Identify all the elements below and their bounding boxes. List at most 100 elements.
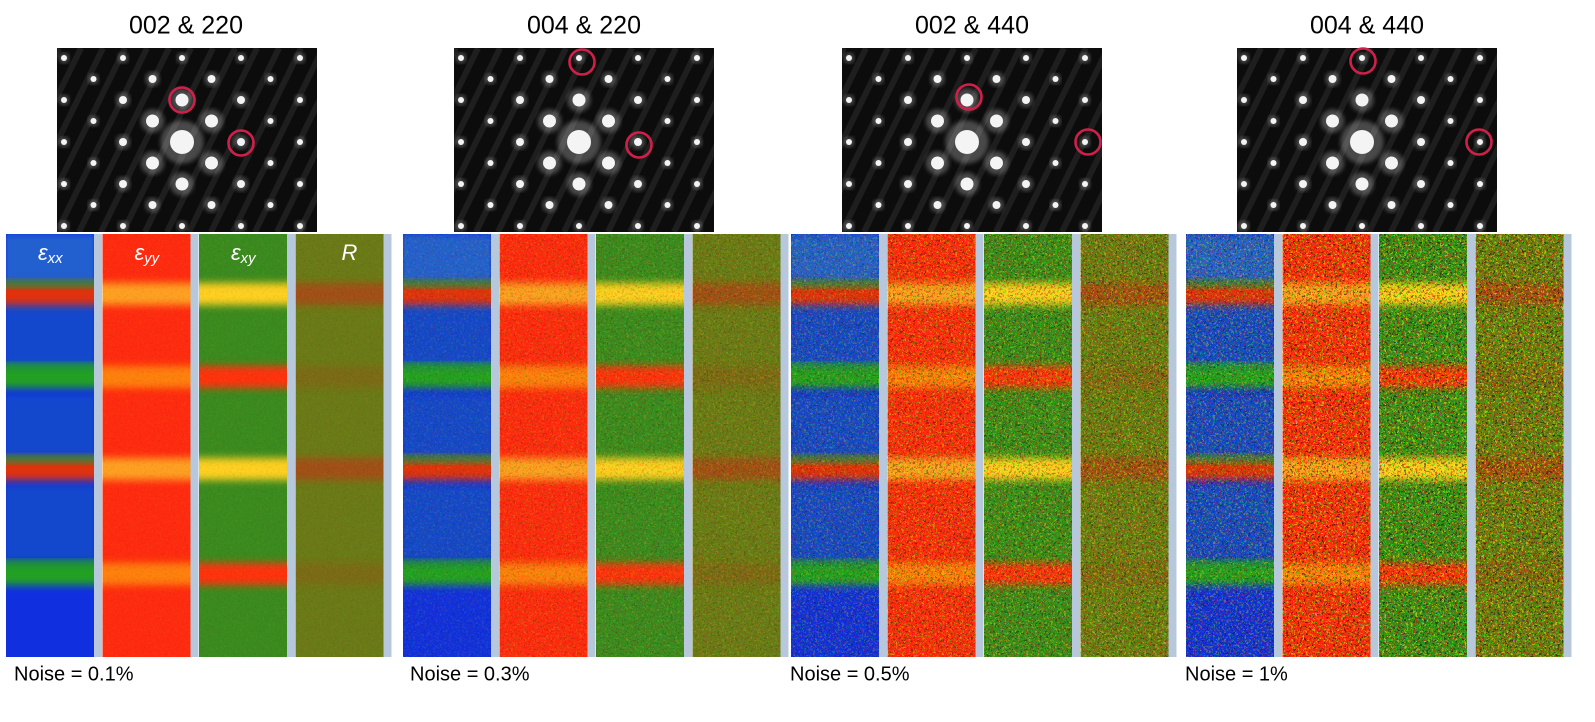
spot [297,55,303,61]
spot [1022,96,1030,104]
streak [57,48,62,59]
spot [205,114,218,128]
streak [1388,48,1484,232]
spot [931,114,944,128]
spot [604,201,613,209]
map-noise [791,234,879,657]
streak [1454,143,1497,232]
spot [545,201,554,209]
spot [487,160,494,166]
map-band [6,283,94,305]
spot [543,114,556,128]
spot [964,223,970,229]
spot [1241,139,1247,145]
streak [710,48,800,232]
spot [1447,76,1454,82]
streak [230,53,317,232]
streak [57,48,106,149]
map-label-subscript: xy [240,250,258,267]
spot [1270,202,1277,208]
map-noise [984,234,1072,657]
spot [119,180,127,188]
streak [605,48,701,232]
diffraction-pattern [1237,48,1497,232]
streak [583,48,679,232]
spot [664,202,671,208]
noise-label: Noise = 0.5% [790,663,910,685]
map-region [6,234,94,284]
streak [1344,48,1440,232]
streak [671,143,714,232]
spot [634,96,642,104]
spot [694,97,700,103]
map-noise [403,234,491,657]
streak [454,48,547,232]
streak [495,48,591,232]
spot [905,55,911,61]
spot [297,223,303,229]
streak [993,48,1089,232]
strain-map [984,234,1072,657]
spot [146,114,159,128]
map-label: εyy [135,240,161,267]
spot [846,139,852,145]
spot [1299,96,1307,104]
map-label-symbol: ε [38,240,48,265]
strain-map [1475,234,1564,657]
spot [1270,118,1277,124]
streak [1081,188,1102,232]
spot [992,75,1001,83]
map-band [6,366,94,388]
spot [664,160,671,166]
spot [1418,223,1424,229]
streak [344,48,434,232]
spot [238,223,244,229]
streak [842,48,935,232]
streak [454,48,503,149]
spot [846,97,852,103]
spot [458,223,464,229]
noise-label: Noise = 0.1% [14,663,134,685]
streak [57,48,150,232]
spot [516,180,524,188]
streak [1015,53,1102,232]
map-separator [1370,234,1379,657]
streak [1237,48,1308,194]
spot [694,139,700,145]
spot [146,156,159,170]
map-band [6,458,94,480]
spot [175,177,189,191]
spot [1417,138,1425,146]
spot [904,138,912,146]
spot [964,55,970,61]
map-separator [383,234,392,657]
spot [1385,114,1398,128]
panel-title: 004 & 220 [527,12,641,40]
spot [1023,223,1029,229]
spot [1417,96,1425,104]
noise-label: Noise = 1% [1185,663,1288,685]
spot [572,93,586,107]
spot [1418,55,1424,61]
spot [170,130,194,154]
spot [1385,156,1398,170]
spot [1477,223,1483,229]
strain-map [6,234,94,657]
map-separator [287,234,295,657]
map-separator [879,234,887,657]
spot [1241,97,1247,103]
spot [487,202,494,208]
spot [61,139,67,145]
spot [1023,55,1029,61]
spot [604,75,613,83]
spot [516,96,524,104]
streak [454,48,481,104]
streak [208,48,304,232]
strain-map [791,234,879,657]
streak [1059,143,1102,232]
map-noise [1475,234,1564,657]
streak [322,48,412,232]
spot [846,55,852,61]
spot [90,160,97,166]
